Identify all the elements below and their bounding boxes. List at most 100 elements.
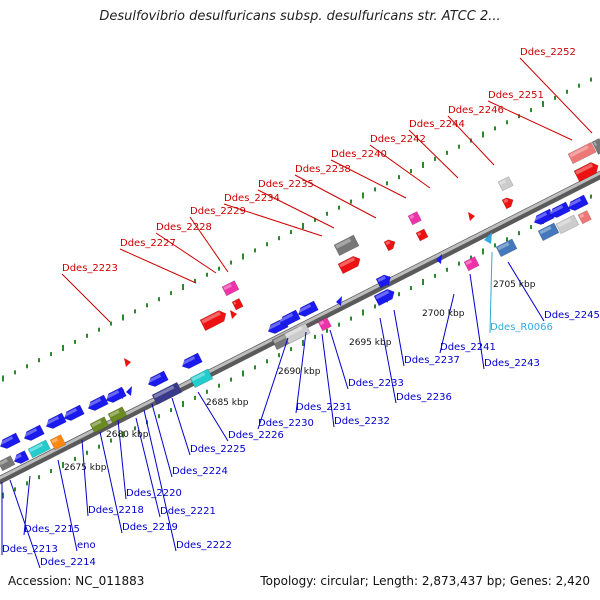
gene-label[interactable]: Ddes_2214 (40, 557, 96, 568)
gene-label[interactable]: Ddes_R0066 (490, 322, 553, 333)
scale-tick (410, 169, 412, 174)
gene-feature[interactable] (567, 141, 597, 165)
gene-arrow-reverse[interactable] (180, 352, 203, 371)
gene-arrow-reverse[interactable] (384, 276, 390, 286)
gene-feature[interactable] (577, 210, 592, 225)
gene-arrow-reverse[interactable] (436, 254, 442, 264)
gene-feature[interactable] (199, 308, 229, 332)
gene-label[interactable]: Ddes_2244 (409, 119, 465, 130)
gene-arrow-reverse[interactable] (22, 424, 45, 443)
gene-feature[interactable] (221, 280, 240, 297)
scale-tick (398, 175, 400, 180)
gene-feature[interactable] (0, 455, 16, 472)
gene-arrow-reverse[interactable] (296, 300, 319, 319)
gene-arrow-reverse[interactable] (104, 386, 127, 405)
gene-feature[interactable] (501, 195, 515, 210)
gene-arrow-reverse[interactable] (126, 386, 132, 396)
gene-label[interactable]: Ddes_2240 (331, 149, 387, 160)
gene-label[interactable]: Ddes_2220 (126, 488, 182, 499)
gene-label[interactable]: Ddes_2222 (176, 540, 232, 551)
gene-feature[interactable] (333, 234, 360, 257)
scale-tick (590, 77, 592, 82)
gene-arrow-forward[interactable] (468, 212, 475, 221)
gene-arrow-reverse[interactable] (118, 389, 124, 399)
gene-label[interactable]: Ddes_2237 (404, 355, 460, 366)
gene-feature[interactable] (317, 317, 332, 332)
gene-feature[interactable] (495, 238, 518, 258)
gene-label[interactable]: Ddes_2223 (62, 263, 118, 274)
gene-feature[interactable] (573, 160, 600, 183)
gene-feature[interactable] (151, 381, 183, 406)
gene-label[interactable]: Ddes_2251 (488, 90, 544, 101)
gene-arrow-reverse[interactable] (44, 412, 67, 431)
gene-feature[interactable] (27, 439, 51, 459)
gene-label[interactable]: Ddes_2245 (544, 310, 600, 321)
gene-feature[interactable] (407, 211, 422, 226)
gene-label[interactable]: Ddes_2227 (120, 238, 176, 249)
gene-label[interactable]: Ddes_2235 (258, 179, 314, 190)
gene-feature[interactable] (49, 434, 67, 451)
gene-feature[interactable] (497, 176, 514, 192)
gene-label[interactable]: Ddes_2230 (258, 418, 314, 429)
gene-feature[interactable] (373, 287, 397, 307)
accession-text: Accession: NC_011883 (8, 574, 145, 588)
scale-tick (146, 303, 148, 308)
gene-feature[interactable] (231, 298, 244, 311)
kbp-position-label: 2685 kbp (206, 398, 249, 408)
gene-label[interactable]: Ddes_2213 (2, 544, 58, 555)
gene-feature[interactable] (463, 256, 480, 272)
gene-feature[interactable] (189, 368, 214, 389)
gene-label[interactable]: Ddes_2224 (172, 466, 228, 477)
gene-arrow-reverse[interactable] (0, 432, 21, 451)
gene-label[interactable]: eno (77, 540, 96, 551)
gene-arrow-reverse[interactable] (566, 194, 589, 213)
gene-label[interactable]: Ddes_2243 (484, 358, 540, 369)
scale-tick (302, 222, 304, 229)
gene-feature[interactable] (383, 237, 397, 252)
gene-feature[interactable] (415, 228, 429, 242)
gene-label[interactable]: Ddes_2219 (122, 522, 178, 533)
gene-label[interactable]: Ddes_2236 (396, 392, 452, 403)
gene-label[interactable]: Ddes_2234 (224, 193, 280, 204)
gene-label[interactable]: Ddes_2238 (295, 164, 351, 175)
gene-arrow-reverse[interactable] (278, 309, 301, 328)
scale-tick (362, 309, 364, 316)
gene-arrow-reverse[interactable] (62, 404, 85, 423)
gene-label[interactable]: Ddes_2229 (190, 206, 246, 217)
gene-label[interactable]: Ddes_2246 (448, 105, 504, 116)
gene-feature[interactable] (107, 406, 128, 424)
gene-feature[interactable] (375, 273, 393, 289)
scale-tick (326, 211, 328, 216)
gene-label[interactable]: Ddes_2233 (348, 378, 404, 389)
gene-label[interactable]: Ddes_2225 (190, 444, 246, 455)
gene-arrow-reverse[interactable] (336, 296, 342, 306)
gene-feature[interactable] (591, 138, 600, 155)
gene-arrow-reverse[interactable] (146, 370, 169, 389)
gene-feature[interactable] (283, 322, 311, 345)
gene-label[interactable]: Ddes_2228 (156, 222, 212, 233)
gene-label[interactable]: Ddes_2218 (88, 505, 144, 516)
gene-arrow-forward[interactable] (230, 310, 237, 319)
gene-label[interactable]: Ddes_2232 (334, 416, 390, 427)
gene-arrow-forward[interactable] (124, 358, 131, 367)
gene-label[interactable]: Ddes_2215 (24, 524, 80, 535)
gene-feature[interactable] (337, 254, 363, 275)
rna-feature[interactable] (484, 232, 492, 244)
scale-tick (218, 266, 220, 271)
gene-feature[interactable] (12, 450, 30, 466)
gene-feature[interactable] (555, 214, 580, 235)
gene-feature[interactable] (89, 416, 110, 434)
gene-arrow-reverse[interactable] (532, 208, 555, 227)
gene-feature[interactable] (537, 222, 560, 242)
gene-label[interactable]: Ddes_2231 (296, 402, 352, 413)
gene-label[interactable]: Ddes_2242 (370, 134, 426, 145)
scale-tick (458, 144, 460, 149)
gene-label[interactable]: Ddes_2226 (228, 430, 284, 441)
scale-tick (422, 161, 424, 168)
gene-label[interactable]: Ddes_2241 (440, 342, 496, 353)
gene-arrow-reverse[interactable] (548, 201, 571, 220)
gene-arrow-reverse[interactable] (86, 394, 109, 413)
gene-label[interactable]: Ddes_2221 (160, 506, 216, 517)
gene-label[interactable]: Ddes_2252 (520, 47, 576, 58)
